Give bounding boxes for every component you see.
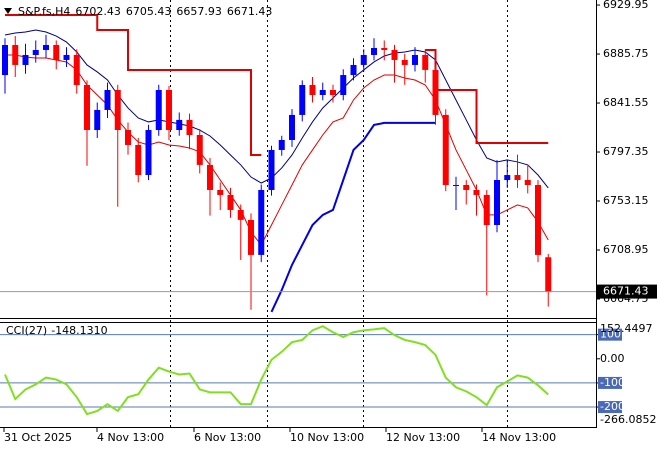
candle-body bbox=[442, 114, 449, 185]
candle-body bbox=[289, 114, 295, 140]
candle-body bbox=[176, 119, 183, 131]
candle-body bbox=[22, 54, 29, 65]
candle-body bbox=[145, 130, 152, 176]
header-text: 6657.93 bbox=[176, 5, 222, 18]
candle-body bbox=[12, 45, 19, 65]
x-tick-label: 12 Nov 13:00 bbox=[386, 431, 460, 444]
cci-level-box bbox=[598, 328, 622, 341]
candle-body bbox=[258, 189, 265, 255]
candle-body bbox=[391, 49, 398, 60]
candle-body bbox=[207, 164, 213, 190]
cci-tick-label: -100 bbox=[600, 376, 625, 389]
cci-value: -148.1310 bbox=[51, 324, 107, 337]
candle-body bbox=[248, 219, 254, 255]
cci-tick-label: 0.00 bbox=[600, 352, 625, 365]
indicator-line bbox=[270, 121, 436, 313]
candle-body bbox=[422, 54, 429, 70]
candle-body bbox=[371, 47, 377, 55]
candle-body bbox=[73, 54, 80, 86]
indicator-line bbox=[5, 54, 549, 246]
candle-body bbox=[463, 184, 470, 190]
header-triangle bbox=[4, 8, 12, 14]
cci-tick-label: 100 bbox=[600, 328, 621, 341]
candle-body bbox=[94, 109, 101, 131]
x-tick-label: 6 Nov 13:00 bbox=[194, 431, 261, 444]
candle-body bbox=[535, 184, 541, 255]
cci-level-box bbox=[598, 376, 622, 389]
x-tick-label: 4 Nov 13:00 bbox=[97, 431, 164, 444]
candle-body bbox=[53, 45, 60, 60]
candle-body bbox=[340, 75, 347, 95]
current-price-box bbox=[597, 284, 657, 299]
candle-body bbox=[483, 194, 490, 226]
header-text: 6705.43 bbox=[126, 5, 172, 18]
cci-min-label: -266.0852 bbox=[600, 413, 656, 426]
x-tick-label: 31 Oct 2025 bbox=[4, 431, 72, 444]
candle-body bbox=[268, 149, 275, 190]
cci-line bbox=[4, 325, 549, 416]
header-text: 6671.43 bbox=[227, 5, 273, 18]
y-tick-label: 6753.15 bbox=[603, 194, 649, 207]
candle-body bbox=[360, 54, 367, 65]
candle-body bbox=[32, 49, 39, 55]
y-tick-label: 6841.55 bbox=[603, 96, 649, 109]
candle-body bbox=[319, 90, 326, 95]
candle-body bbox=[125, 130, 131, 145]
candle-body bbox=[524, 180, 531, 185]
candle-body bbox=[545, 257, 552, 292]
candle-body bbox=[412, 54, 418, 65]
candle-body bbox=[514, 175, 521, 181]
candle-body bbox=[494, 180, 500, 226]
cci-tick-label: -200 bbox=[600, 400, 625, 413]
candle-body bbox=[309, 85, 316, 95]
candle-body bbox=[43, 45, 49, 50]
y-tick-label: 6929.95 bbox=[603, 0, 649, 11]
candle-body bbox=[504, 175, 511, 181]
candle-body bbox=[299, 85, 306, 115]
candle-body bbox=[63, 54, 70, 60]
candle-body bbox=[2, 45, 8, 76]
candle-body bbox=[381, 47, 388, 50]
header-text: 6702.43 bbox=[75, 5, 121, 18]
y-tick-label: 6708.95 bbox=[603, 243, 649, 256]
indicator-line bbox=[5, 13, 549, 156]
candle-body bbox=[330, 90, 336, 95]
candle-body bbox=[84, 85, 90, 131]
candle-body bbox=[135, 144, 142, 176]
header-text: S&P.fs,H4 bbox=[18, 5, 70, 18]
indicator-line bbox=[4, 29, 549, 189]
cci-name: CCI(27) bbox=[6, 324, 47, 337]
candle-body bbox=[114, 90, 121, 131]
candle-body bbox=[432, 69, 439, 115]
y-tick-label: 6885.75 bbox=[603, 47, 649, 60]
candle-body bbox=[401, 59, 408, 65]
candle-body bbox=[227, 194, 234, 210]
candle-body bbox=[350, 64, 357, 76]
candle-body bbox=[186, 119, 193, 136]
current-price-label: 6671.43 bbox=[603, 285, 649, 298]
candle-body bbox=[237, 209, 244, 220]
cci-max-label: 152.4497 bbox=[600, 322, 653, 335]
candle-body bbox=[473, 189, 480, 195]
x-tick-label: 14 Nov 13:00 bbox=[482, 431, 556, 444]
candle-body bbox=[166, 90, 172, 131]
candle-body bbox=[196, 135, 203, 165]
candle-body bbox=[217, 189, 224, 195]
y-tick-label: 6797.35 bbox=[603, 145, 649, 158]
candle-body bbox=[155, 90, 162, 131]
candle-body bbox=[278, 139, 285, 150]
x-tick-label: 10 Nov 13:00 bbox=[290, 431, 364, 444]
candle-body bbox=[453, 184, 459, 186]
candle-body bbox=[104, 90, 111, 110]
cci-level-box bbox=[598, 401, 622, 414]
